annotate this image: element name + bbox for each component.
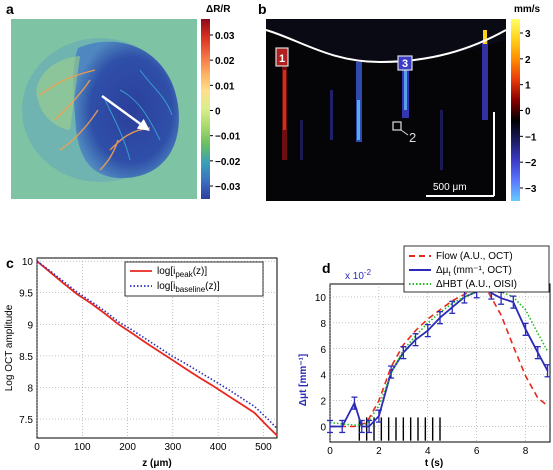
panel-a: a ΔR/R 0.03 0.02 0.01 bbox=[6, 1, 241, 199]
roi-2-label: 2 bbox=[409, 130, 416, 145]
colorbar-b-tick-label: 0 bbox=[525, 107, 531, 118]
panel-d-multiplier: x 10-2 bbox=[345, 268, 372, 282]
panel-d-series-0-line bbox=[330, 287, 549, 428]
colorbar-b-tick-label: 3 bbox=[525, 29, 531, 40]
panel-d-ylabel: Δμt [mm⁻¹] bbox=[298, 354, 309, 406]
panel-c-ytick-label: 7.5 bbox=[19, 415, 33, 426]
roi-3 bbox=[397, 55, 413, 71]
panel-d-ytick-label: 2 bbox=[320, 397, 326, 408]
panel-c-ytick-label: 9 bbox=[27, 320, 33, 331]
colorbar-b-tick-label: −2 bbox=[525, 158, 537, 169]
panel-d-ytick-label: 6 bbox=[320, 345, 326, 356]
panel-c-series-0-line bbox=[36, 260, 278, 437]
roi-1-label: 1 bbox=[279, 53, 285, 65]
panel-d-ytick-label: 0 bbox=[320, 422, 326, 433]
panel-a-colorbar: ΔR/R 0.03 0.02 0.01 0 −0.01 −0.02 −0.03 bbox=[201, 4, 241, 199]
panel-c-xtick-label: 300 bbox=[165, 442, 182, 453]
colorbar-b-tick-label: −3 bbox=[525, 184, 537, 195]
panel-c-legend-label: log[ipeak(z)] bbox=[157, 266, 207, 279]
panel-c-ytick-label: 9.5 bbox=[19, 289, 33, 300]
panel-c-xtick-label: 0 bbox=[34, 442, 40, 453]
panel-c-xtick-label: 400 bbox=[210, 442, 227, 453]
colorbar-a-tick-label: 0 bbox=[215, 107, 221, 118]
panel-d-xtick-label: 0 bbox=[327, 446, 333, 457]
panel-a-image bbox=[11, 19, 197, 199]
panel-d-legend-label: Flow (A.U., OCT) bbox=[436, 251, 513, 262]
panel-d-ytick-label: 10 bbox=[315, 293, 327, 304]
panel-d-letter: d bbox=[322, 260, 331, 276]
panel-d-xtick-label: 6 bbox=[474, 446, 480, 457]
panel-d-legend-label: Δμt (mm⁻¹, OCT) bbox=[436, 265, 512, 278]
colorbar-a-tick-label: −0.03 bbox=[215, 182, 241, 193]
colorbar-b-tick-label: 2 bbox=[525, 55, 531, 66]
panel-d-legend-label: ΔHBT (A.U., OISI) bbox=[436, 279, 517, 290]
roi-2 bbox=[392, 121, 402, 131]
panel-a-colorbar-title: ΔR/R bbox=[206, 4, 231, 15]
panel-c-ytick-label: 8 bbox=[27, 383, 33, 394]
panel-c-ytick-label: 10 bbox=[22, 257, 34, 268]
panel-c: c 0 100 200 300 400 500 7.5 8 8.5 9 9.5 10 z (μm) L… bbox=[4, 255, 278, 469]
panel-c-xtick-label: 500 bbox=[255, 442, 272, 453]
panel-b-letter: b bbox=[258, 1, 267, 17]
panel-b-colorbar: mm/s 3 2 1 0 −1 −2 −3 bbox=[511, 4, 541, 201]
colorbar-a-tick-label: −0.02 bbox=[215, 157, 241, 168]
colorbar-a-tick-label: 0.03 bbox=[215, 31, 235, 42]
panel-c-legend: log[ipeak(z)] log[ibaseline(z)] bbox=[124, 261, 264, 297]
panel-b-image: 1 3 2 500 μm bbox=[265, 19, 507, 201]
panel-c-xtick-label: 100 bbox=[74, 442, 91, 453]
colorbar-a-tick-label: 0.02 bbox=[215, 56, 235, 67]
panel-d-xtick-label: 8 bbox=[523, 446, 529, 457]
panel-d: d 0 2 4 6 8 0 2 4 6 8 10 t (s) Δμt [mm⁻¹] x 10-2 F… bbox=[298, 245, 551, 469]
panel-d-ytick-label: 8 bbox=[320, 319, 326, 330]
panel-d-xlabel: t (s) bbox=[425, 458, 443, 469]
panel-d-legend: Flow (A.U., OCT) Δμt (mm⁻¹, OCT)ΔHBT (A.U… bbox=[403, 245, 550, 293]
colorbar-a-tick-label: 0.01 bbox=[215, 81, 235, 92]
roi-3-label: 3 bbox=[402, 58, 408, 70]
colorbar-a-tick-label: −0.01 bbox=[215, 132, 241, 143]
panel-c-ytick-label: 8.5 bbox=[19, 352, 33, 363]
roi-1 bbox=[275, 47, 289, 67]
panel-d-ytick-label: 4 bbox=[320, 371, 326, 382]
panel-c-xtick-label: 200 bbox=[119, 442, 136, 453]
panel-c-letter: c bbox=[6, 255, 14, 271]
panel-a-letter: a bbox=[6, 1, 14, 17]
colorbar-b-tick-label: −1 bbox=[525, 132, 537, 143]
panel-c-xlabel: z (μm) bbox=[142, 458, 171, 469]
scale-bar-label: 500 μm bbox=[433, 182, 467, 193]
colorbar-b-tick-label: 1 bbox=[525, 81, 531, 92]
panel-c-legend-label: log[ibaseline(z)] bbox=[157, 281, 220, 294]
panel-b: b 1 3 2 bbox=[258, 1, 541, 201]
panel-d-xtick-label: 4 bbox=[425, 446, 431, 457]
panel-c-ylabel: Log OCT amplitude bbox=[4, 304, 15, 391]
panel-c-series-1-line bbox=[36, 260, 278, 430]
panel-b-colorbar-title: mm/s bbox=[514, 4, 541, 15]
panel-d-xtick-label: 2 bbox=[376, 446, 382, 457]
